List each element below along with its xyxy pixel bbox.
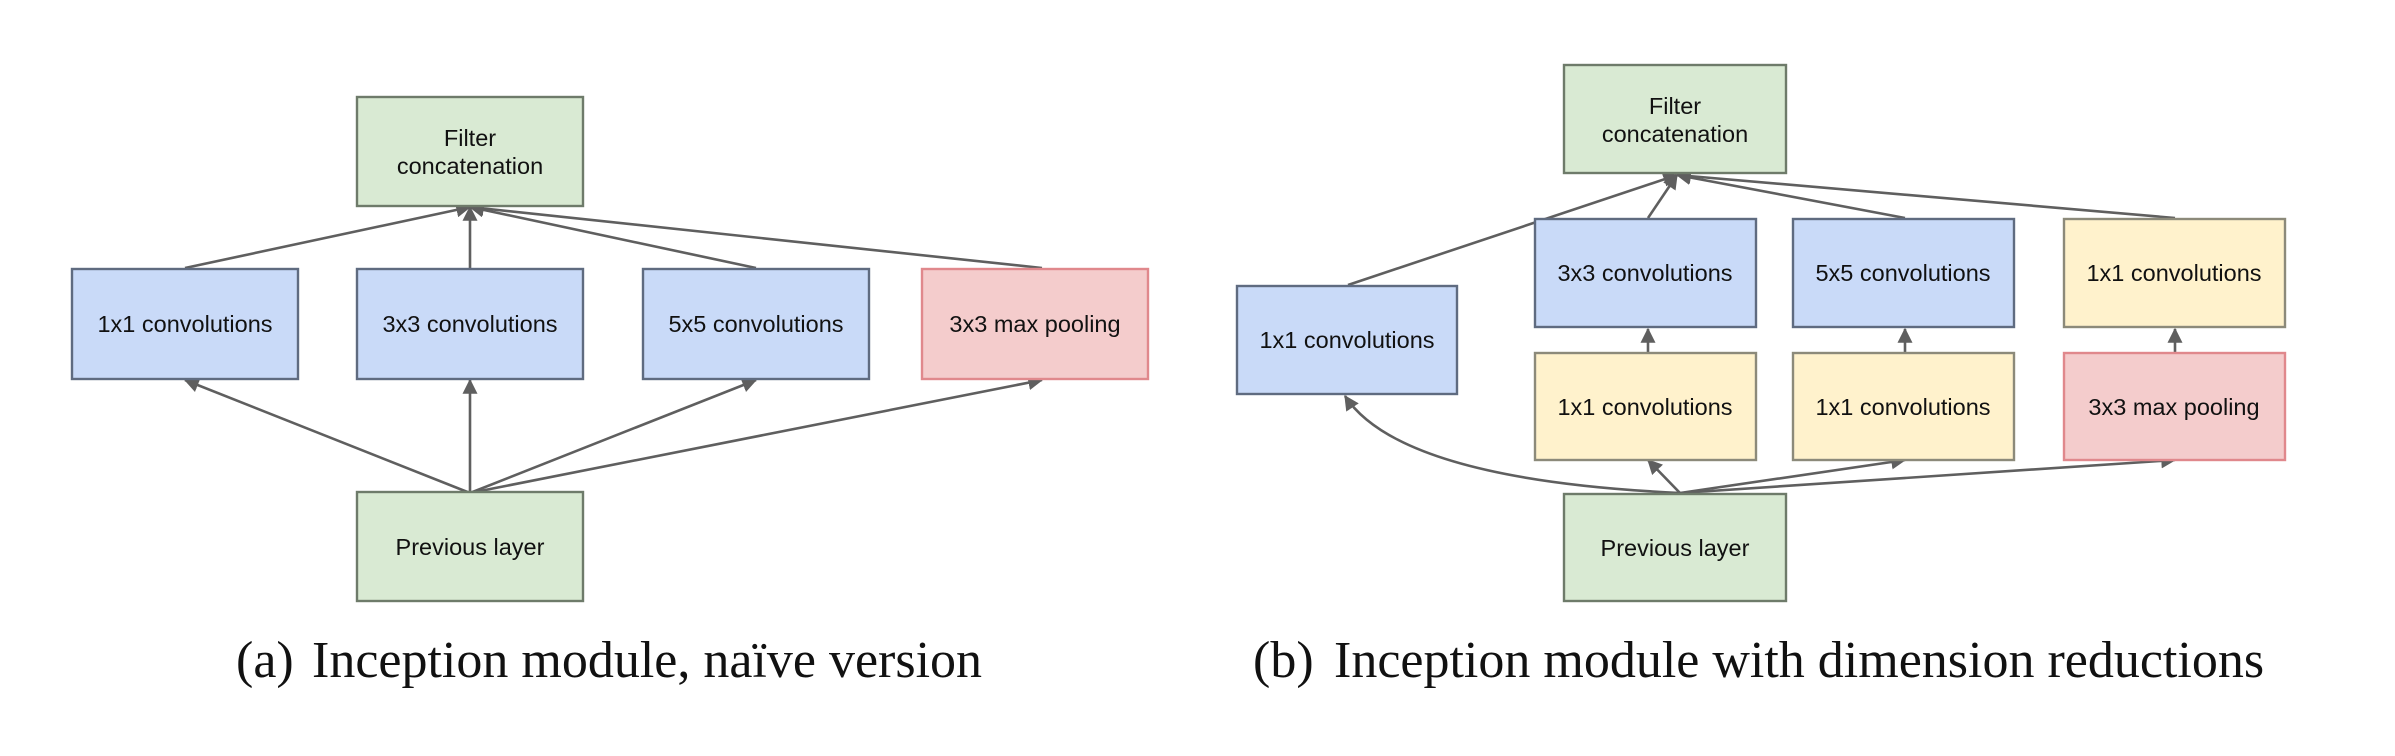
- edge-a-prev-to-pool: [469, 375, 1044, 495]
- node-a-previous-layer: Previous layer: [355, 490, 585, 603]
- node-a-3x3-max-pooling-label: 3x3 max pooling: [949, 311, 1120, 337]
- node-a-5x5-convolutions: 5x5 convolutions: [641, 267, 871, 381]
- diagram-b-edges: [1343, 168, 2183, 495]
- node-b-pool-projection-1x1: 1x1 convolutions: [2062, 217, 2287, 329]
- node-b-reduce-before-5x5-label: 1x1 convolutions: [1815, 394, 1990, 420]
- node-b-5x5-convolutions: 5x5 convolutions: [1791, 217, 2016, 329]
- edge-b-pool1x1-to-concat: [1675, 168, 2176, 220]
- node-a-filter-concatenation-line1: Filter: [444, 125, 496, 151]
- node-b-3x3-max-pooling: 3x3 max pooling: [2062, 351, 2287, 462]
- node-b-1x1-convolutions: 1x1 convolutions: [1235, 284, 1459, 396]
- node-b-1x1-convolutions-label: 1x1 convolutions: [1259, 327, 1434, 353]
- node-a-filter-concatenation-line2: concatenation: [397, 153, 543, 179]
- node-b-previous-layer-label: Previous layer: [1601, 535, 1750, 561]
- edge-a-pool-to-concat: [468, 201, 1043, 270]
- caption-a-label: (a): [236, 632, 294, 689]
- diagram-b: Filter concatenation 1x1 convolutions 3x…: [1235, 63, 2287, 689]
- node-b-pool-projection-1x1-label: 1x1 convolutions: [2086, 260, 2261, 286]
- node-b-reduce-before-3x3-label: 1x1 convolutions: [1557, 394, 1732, 420]
- node-b-3x3-convolutions: 3x3 convolutions: [1533, 217, 1758, 329]
- node-b-filter-concatenation-line2: concatenation: [1602, 121, 1748, 147]
- edge-a-prev-to-1x1: [183, 378, 471, 495]
- node-b-reduce-before-5x5: 1x1 convolutions: [1791, 351, 2016, 462]
- edge-a-1x1-to-concat: [184, 202, 472, 270]
- node-a-3x3-convolutions-label: 3x3 convolutions: [382, 311, 557, 337]
- caption-a-text: Inception module, naïve version: [312, 632, 982, 689]
- diagram-a: Filter concatenation 1x1 convolutions 3x…: [70, 95, 1150, 689]
- node-b-3x3-max-pooling-label: 3x3 max pooling: [2088, 394, 2259, 420]
- edge-b-5x5-to-concat: [1675, 170, 1906, 220]
- caption-b-label: (b): [1253, 632, 1314, 689]
- diagram-a-edges: [183, 201, 1044, 495]
- node-b-filter-concatenation: Filter concatenation: [1562, 63, 1788, 175]
- node-b-previous-layer: Previous layer: [1562, 492, 1788, 603]
- edge-a-prev-to-5x5: [469, 378, 758, 495]
- edge-a-5x5-to-concat: [468, 202, 757, 270]
- edge-b-prev-to-reduce5: [1679, 454, 1907, 495]
- node-a-1x1-convolutions-label: 1x1 convolutions: [97, 311, 272, 337]
- edge-b-prev-to-1x1: [1343, 394, 1681, 495]
- node-b-5x5-convolutions-label: 5x5 convolutions: [1815, 260, 1990, 286]
- edge-b-3x3-to-concat: [1646, 173, 1679, 219]
- edge-b-prev-to-pool: [1679, 453, 2177, 495]
- node-a-1x1-convolutions: 1x1 convolutions: [70, 267, 300, 381]
- node-b-3x3-convolutions-label: 3x3 convolutions: [1557, 260, 1732, 286]
- caption-b-text: Inception module with dimension reductio…: [1334, 632, 2264, 689]
- node-a-5x5-convolutions-label: 5x5 convolutions: [668, 311, 843, 337]
- node-a-filter-concatenation: Filter concatenation: [355, 95, 585, 208]
- node-a-previous-layer-label: Previous layer: [396, 534, 545, 560]
- node-b-reduce-before-3x3: 1x1 convolutions: [1533, 351, 1758, 462]
- edge-b-1x1-to-concat: [1347, 172, 1679, 287]
- node-a-3x3-convolutions: 3x3 convolutions: [355, 267, 585, 381]
- edge-b-prev-to-reduce3: [1647, 459, 1681, 494]
- node-b-filter-concatenation-line1: Filter: [1649, 93, 1701, 119]
- node-a-3x3-max-pooling: 3x3 max pooling: [920, 267, 1150, 381]
